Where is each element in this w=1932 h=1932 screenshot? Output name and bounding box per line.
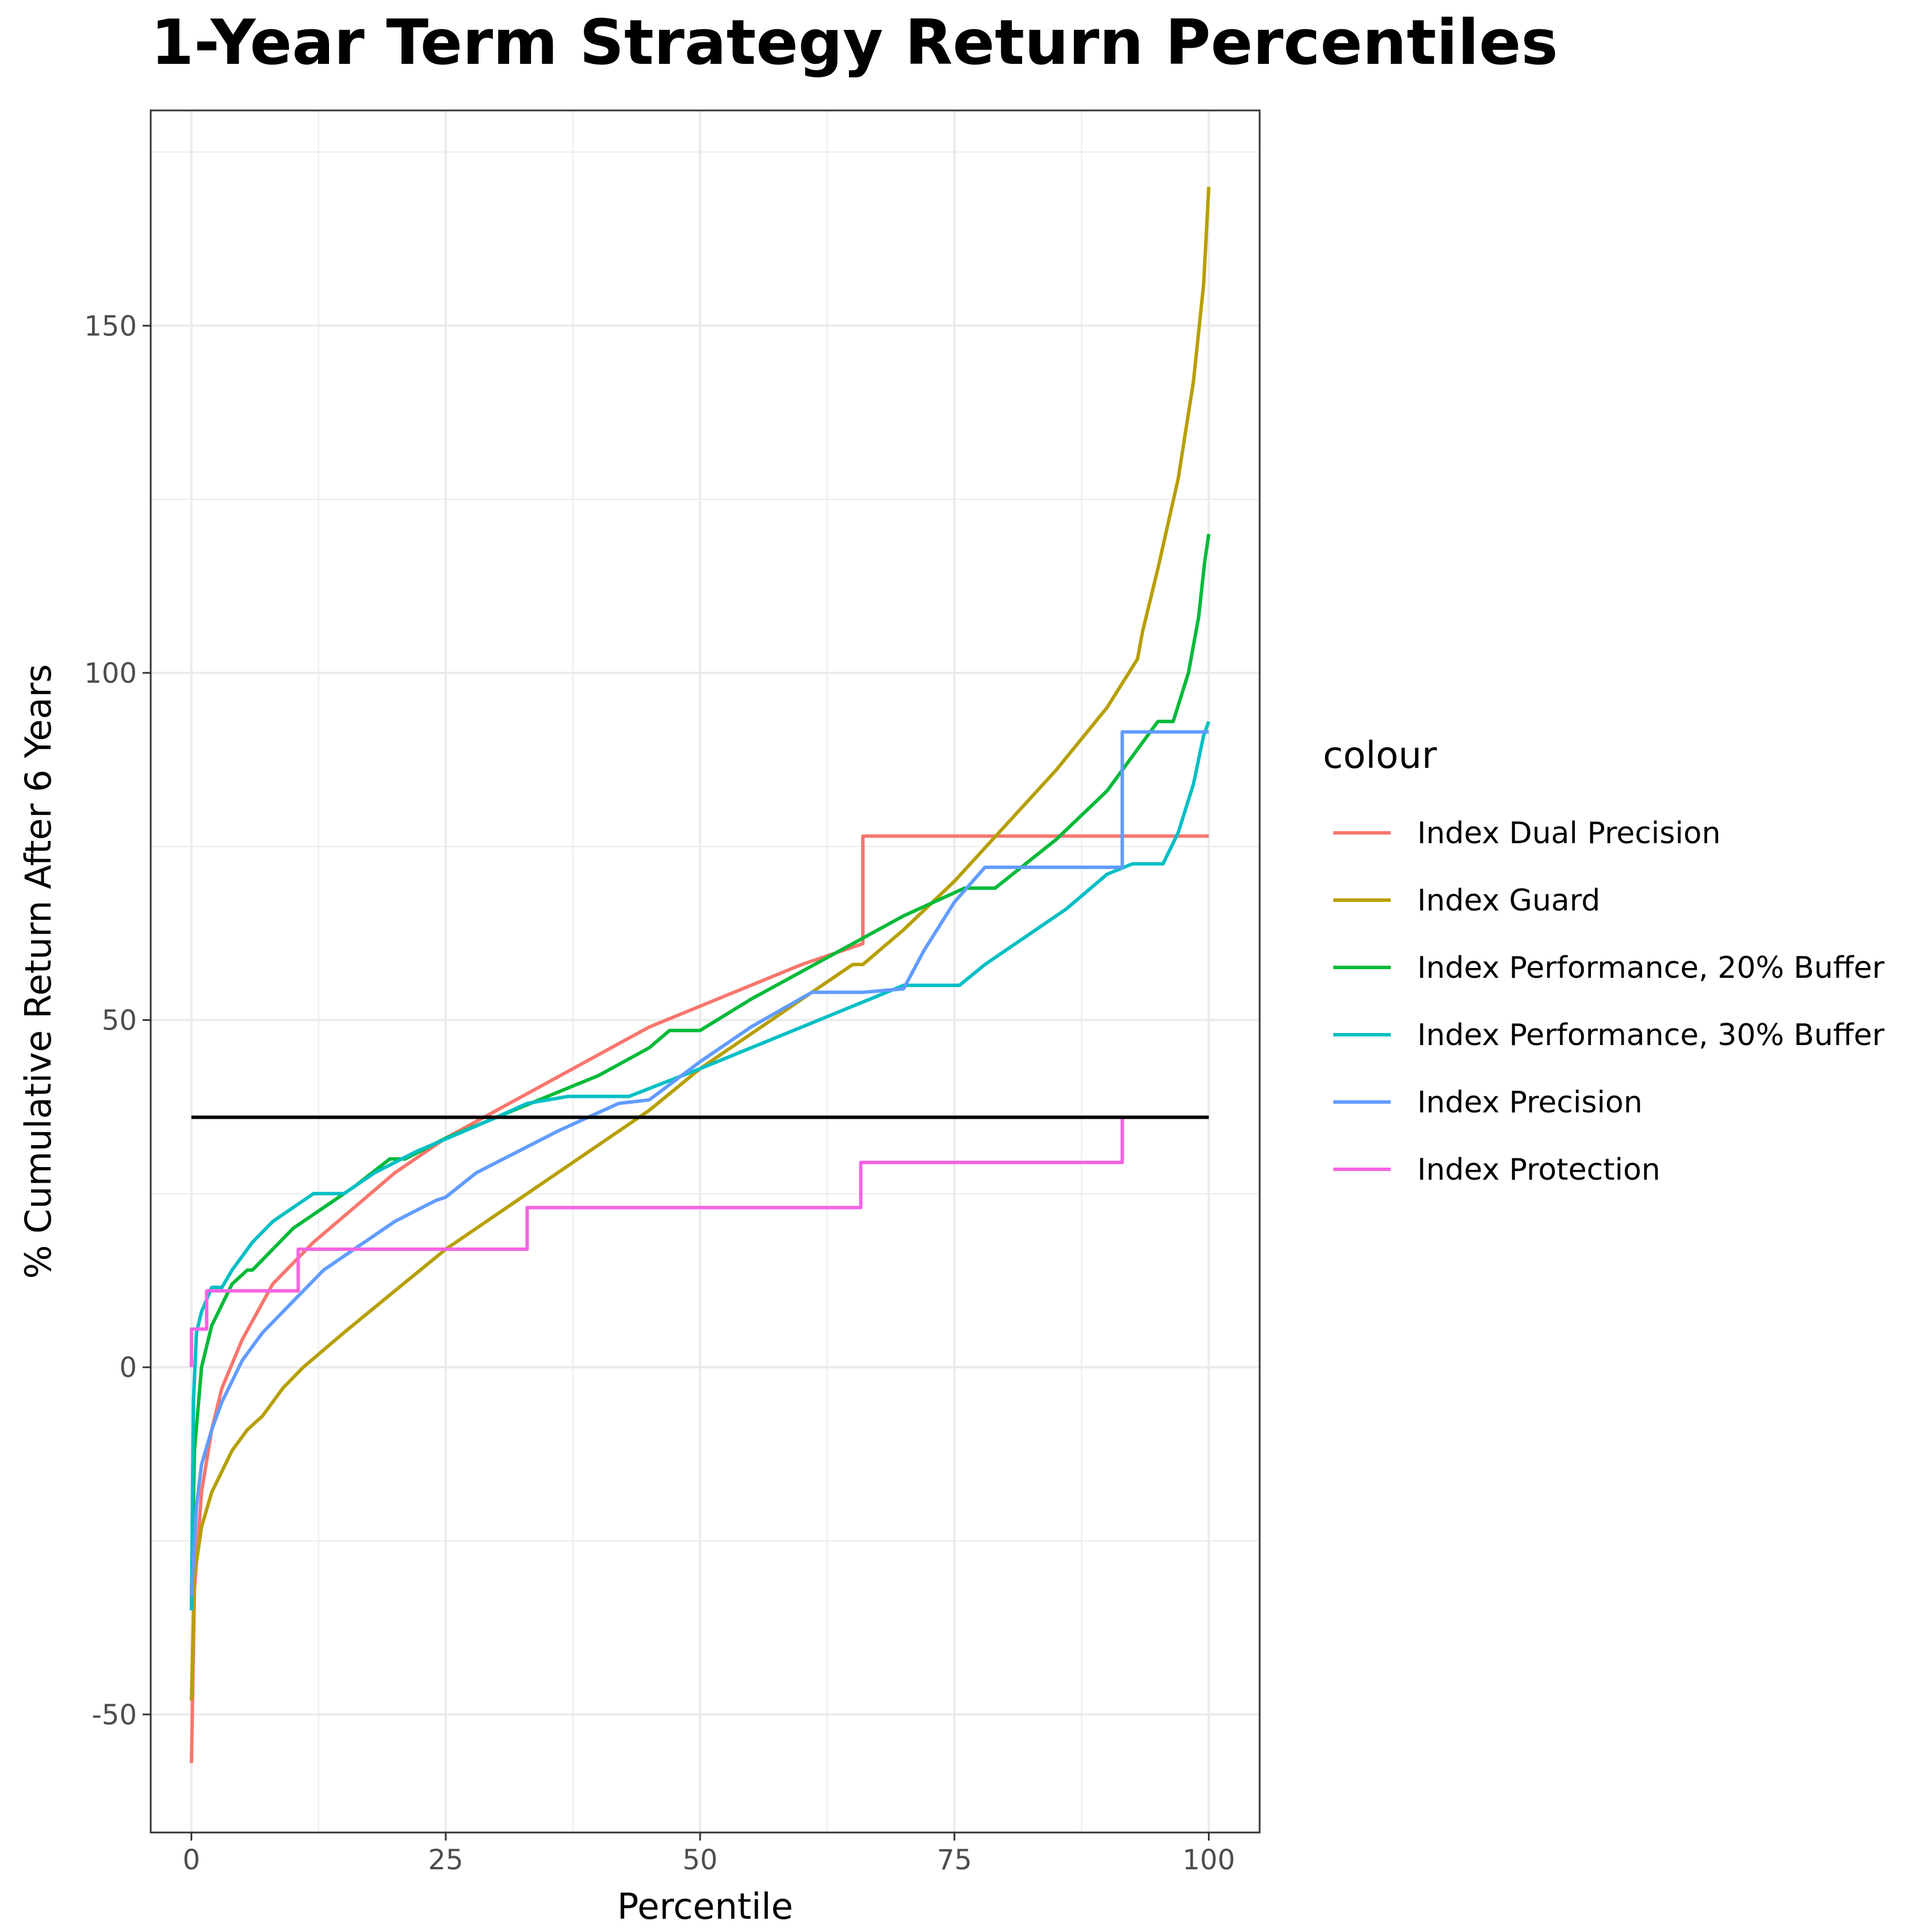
plot-border [150, 109, 1261, 1834]
series-line-2 [189, 533, 1211, 1597]
x-tick-label: 0 [182, 1844, 200, 1876]
y-tick-label: 0 [119, 1352, 137, 1384]
y-tick-label: 150 [84, 310, 137, 342]
grid-major [151, 110, 1260, 1832]
legend-label-4: Index Precision [1417, 1085, 1643, 1120]
x-tick-label: 75 [937, 1844, 972, 1876]
legend-title: colour [1323, 734, 1437, 777]
series-lines [189, 186, 1211, 1763]
legend-items: Index Dual Precision Index Guard Index Per… [1333, 816, 1885, 1187]
series-line-3 [189, 721, 1211, 1610]
chart-title: 1-Year Term Strategy Return Percentiles [151, 7, 1558, 79]
legend-label-0: Index Dual Precision [1417, 816, 1721, 851]
legend-label-1: Index Guard [1417, 883, 1600, 918]
grid-minor [151, 110, 1260, 1832]
x-tick-label: 25 [428, 1844, 463, 1876]
legend-label-2: Index Performance, 20% Buffer [1417, 951, 1885, 985]
series-line-5 [189, 1117, 1124, 1368]
legend-label-3: Index Performance, 30% Buffer [1417, 1018, 1885, 1053]
x-tick-label: 100 [1183, 1844, 1235, 1876]
axis-ticks: 0 25 50 75 100 -50 0 50 100 150 [84, 310, 1235, 1876]
series-line-4 [189, 730, 1209, 1597]
legend-label-5: Index Protection [1417, 1153, 1661, 1187]
x-tick-label: 50 [683, 1844, 718, 1876]
y-tick-label: 50 [102, 1005, 137, 1037]
y-tick-label: -50 [92, 1699, 137, 1731]
y-axis-title: % Cumulative Return After 6 Years [17, 664, 59, 1279]
y-tick-label: 100 [84, 657, 137, 690]
x-axis-title: Percentile [617, 1885, 793, 1927]
series-line-1 [189, 186, 1211, 1701]
